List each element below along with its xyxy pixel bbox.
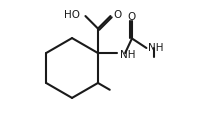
- Text: NH: NH: [149, 43, 164, 53]
- Text: HO: HO: [64, 10, 80, 20]
- Text: O: O: [128, 12, 136, 22]
- Text: O: O: [114, 10, 122, 20]
- Text: NH: NH: [120, 50, 135, 60]
